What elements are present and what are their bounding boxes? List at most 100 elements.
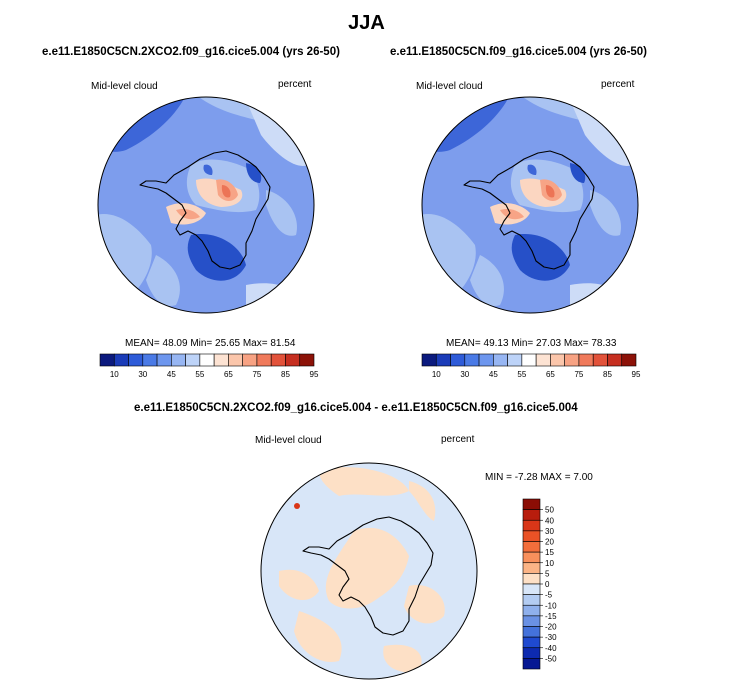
warm-anomaly-5 — [294, 611, 342, 662]
warm-anomaly-0 — [319, 467, 409, 496]
antarctica-coastline — [139, 150, 271, 270]
colorbar-tick-label-2: 45 — [167, 370, 176, 379]
colorbar-swatch-12 — [592, 353, 608, 367]
diff-colorbar-swatch-8 — [522, 583, 541, 595]
diff-colorbar-tick-label-13: -40 — [545, 644, 557, 653]
colorbar-swatch-7 — [199, 353, 215, 367]
colorbar-tick-label-5: 75 — [252, 370, 261, 379]
colorbar-tick-label-2: 45 — [489, 370, 498, 379]
field-layer — [261, 463, 477, 679]
panel2-units-label: percent — [601, 79, 635, 90]
diff-colorbar-tick-label-6: 5 — [545, 569, 550, 578]
diff-colorbar-swatch-11 — [522, 615, 541, 627]
map-boundary — [97, 96, 315, 314]
colorbar-swatch-8 — [213, 353, 229, 367]
contour-region-15 — [527, 164, 537, 175]
panel2-colorbar: 10 30 45 55 65 75 85 95 — [421, 353, 641, 379]
diff-colorbar-swatch-1 — [522, 509, 541, 521]
colorbar-tick-label-4: 65 — [546, 370, 555, 379]
field-layer — [98, 97, 314, 313]
diff-colorbar-swatch-4 — [522, 541, 541, 553]
colorbar-tick-label-3: 55 — [517, 370, 526, 379]
warm-anomaly-4 — [404, 585, 445, 624]
contour-region-2 — [570, 100, 632, 166]
colorbar-swatch-1 — [113, 353, 129, 367]
colorbar-swatch-4 — [478, 353, 494, 367]
contour-region-6 — [570, 283, 638, 313]
diff-colorbar-swatch-14 — [522, 647, 541, 659]
diff-colorbar-swatch-13 — [522, 636, 541, 649]
colorbar-swatch-5 — [493, 353, 508, 367]
diff-colorbar-swatch-0 — [522, 498, 541, 510]
diff-units-label: percent — [441, 434, 475, 445]
contour-region-13 — [176, 208, 200, 220]
contour-region-4 — [511, 234, 570, 281]
contour-region-4 — [187, 234, 246, 281]
warm-anomaly-3 — [279, 569, 319, 601]
colorbar-swatch-14 — [621, 353, 637, 367]
diff-polar-map — [260, 462, 478, 680]
colorbar-swatch-9 — [550, 353, 565, 367]
contour-region-15 — [203, 164, 213, 175]
positive-spot — [294, 503, 300, 509]
panel1-units-label: percent — [278, 79, 312, 90]
diff-colorbar-swatch-10 — [522, 604, 541, 617]
warm-anomaly-1 — [409, 481, 436, 521]
antarctica-coastline — [463, 150, 595, 270]
panel2-stats: MEAN= 49.13 Min= 27.03 Max= 78.33 — [446, 338, 617, 349]
colorbar-tick-label-6: 85 — [603, 370, 612, 379]
panel1-colorbar: 10 30 45 55 65 75 85 95 — [99, 353, 319, 379]
diff-colorbar-swatch-6 — [522, 562, 541, 574]
figure-title: JJA — [348, 12, 385, 34]
colorbar-tick-label-6: 85 — [281, 370, 290, 379]
diff-colorbar-swatch-7 — [522, 573, 541, 585]
map-boundary — [260, 462, 478, 680]
diff-colorbar-tick-label-3: 20 — [545, 538, 554, 547]
contour-region-6 — [246, 283, 314, 313]
map-boundary — [421, 96, 639, 314]
diff-colorbar-swatch-2 — [522, 519, 541, 532]
panel2-case-title: e.e11.E1850C5CN.f09_g16.cice5.004 (yrs 2… — [390, 46, 648, 58]
contour-region-14 — [246, 163, 262, 183]
contour-region-13 — [500, 208, 524, 220]
diff-colorbar-tick-label-7: 0 — [545, 580, 550, 589]
colorbar-swatch-0 — [99, 353, 115, 367]
colorbar-swatch-2 — [128, 353, 144, 367]
diff-colorbar-swatch-12 — [522, 626, 541, 638]
warm-anomaly-2 — [325, 527, 409, 609]
colorbar-tick-label-4: 65 — [224, 370, 233, 379]
colorbar-swatch-5 — [171, 353, 186, 367]
colorbar-swatch-6 — [185, 353, 201, 367]
colorbar-tick-label-1: 30 — [138, 370, 147, 379]
contour-region-2 — [246, 100, 308, 166]
colorbar-swatch-4 — [156, 353, 172, 367]
diff-colorbar-swatch-15 — [522, 658, 541, 670]
colorbar-swatch-2 — [450, 353, 466, 367]
colorbar-tick-label-7: 95 — [632, 370, 641, 379]
colorbar-swatch-3 — [142, 353, 158, 367]
diff-title: e.e11.E1850C5CN.2XCO2.f09_g16.cice5.004 … — [134, 402, 578, 414]
colorbar-swatch-1 — [435, 353, 451, 367]
colorbar-swatch-13 — [607, 353, 623, 367]
colorbar-tick-label-0: 10 — [432, 370, 441, 379]
colorbar-tick-label-7: 95 — [310, 370, 319, 379]
diff-colorbar-tick-label-12: -30 — [545, 633, 557, 642]
panel1-stats: MEAN= 48.09 Min= 25.65 Max= 81.54 — [125, 338, 296, 349]
contour-region-5 — [146, 255, 180, 306]
colorbar-swatch-0 — [421, 353, 437, 367]
colorbar-swatch-6 — [507, 353, 523, 367]
diff-colorbar-swatch-9 — [522, 594, 541, 606]
colorbar-swatch-7 — [521, 353, 537, 367]
contour-region-5 — [470, 255, 504, 306]
panel1-polar-map — [97, 96, 315, 314]
colorbar-swatch-12 — [270, 353, 286, 367]
contour-region-11 — [221, 185, 231, 198]
panel1-case-title: e.e11.E1850C5CN.2XCO2.f09_g16.cice5.004 … — [42, 46, 340, 58]
diff-colorbar-tick-label-14: -50 — [545, 654, 557, 663]
colorbar-swatch-14 — [299, 353, 315, 367]
colorbar-swatch-10 — [564, 353, 580, 367]
diff-colorbar-swatch-5 — [522, 551, 541, 564]
colorbar-swatch-11 — [578, 353, 594, 367]
panel2-variable-label: Mid-level cloud — [416, 81, 483, 92]
